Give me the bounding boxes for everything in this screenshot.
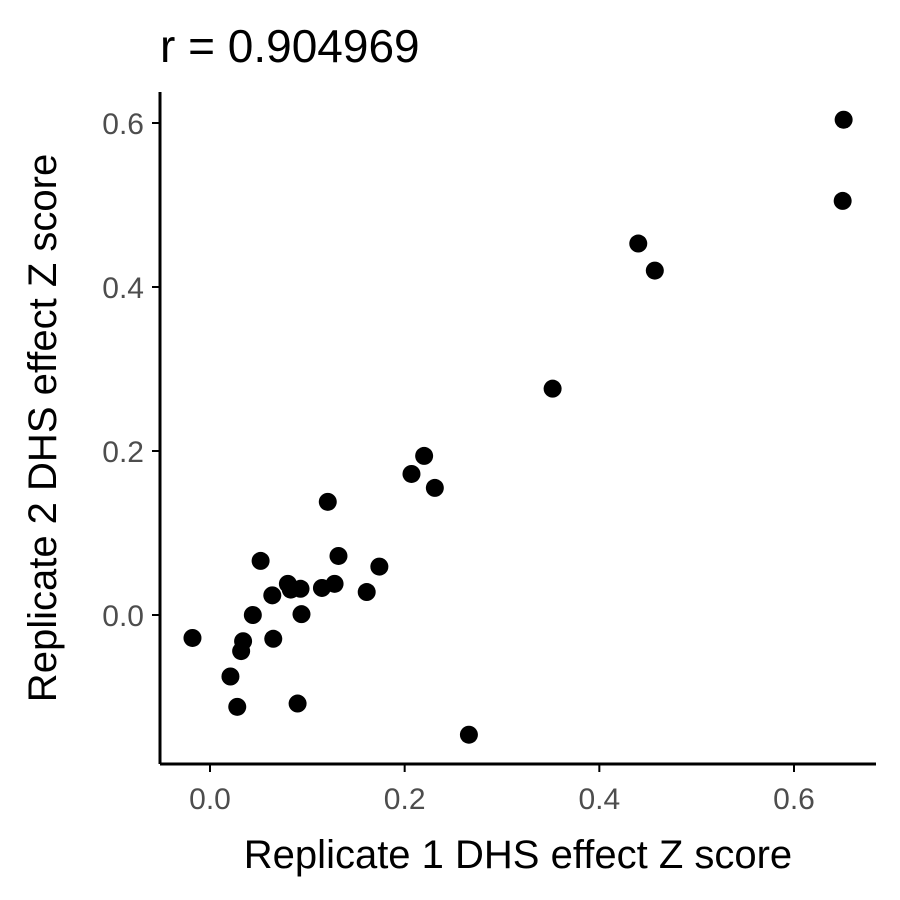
data-point <box>357 583 376 602</box>
data-point <box>325 574 344 593</box>
data-point <box>183 628 202 647</box>
x-tick-label: 0.0 <box>189 783 231 816</box>
chart-title: r = 0.904969 <box>160 20 420 72</box>
data-point <box>234 632 253 651</box>
data-point <box>243 606 262 624</box>
x-tick-label: 0.6 <box>773 783 815 816</box>
y-tick-label: 0.4 <box>102 272 144 305</box>
data-points <box>183 110 853 744</box>
data-point <box>543 379 562 398</box>
y-tick-label: 0.2 <box>102 436 144 469</box>
data-point <box>402 464 421 483</box>
data-point <box>329 546 348 565</box>
data-point <box>425 478 444 497</box>
data-point <box>264 629 283 648</box>
data-point <box>221 667 240 686</box>
data-point <box>288 694 307 713</box>
y-axis-label: Replicate 2 DHS effect Z score <box>21 154 65 702</box>
data-point <box>251 551 270 570</box>
data-point <box>291 579 310 598</box>
x-tick-label: 0.4 <box>578 783 620 816</box>
plot-area: 0.0 0.2 0.4 0.6 0.0 0.2 0.4 0.6 <box>102 92 876 816</box>
x-tick-label: 0.2 <box>384 783 426 816</box>
data-point <box>834 110 853 129</box>
data-point <box>292 605 311 624</box>
data-point <box>459 725 478 744</box>
data-point <box>415 446 434 465</box>
data-point <box>645 261 664 280</box>
x-axis-ticks: 0.0 0.2 0.4 0.6 <box>189 764 815 816</box>
y-axis-ticks: 0.0 0.2 0.4 0.6 <box>102 108 160 633</box>
data-point <box>833 191 852 210</box>
data-point <box>370 557 389 576</box>
x-axis-label: Replicate 1 DHS effect Z score <box>244 833 792 877</box>
data-point <box>629 234 648 253</box>
data-point <box>263 586 282 605</box>
data-point <box>228 697 247 716</box>
data-point <box>318 492 337 511</box>
y-tick-label: 0.0 <box>102 600 144 633</box>
y-tick-label: 0.6 <box>102 108 144 141</box>
